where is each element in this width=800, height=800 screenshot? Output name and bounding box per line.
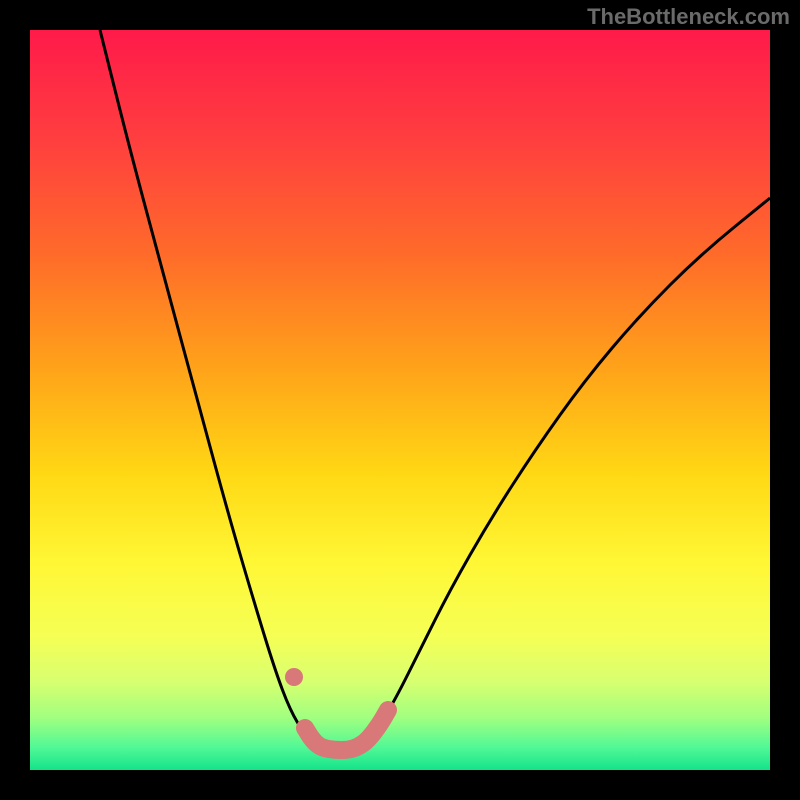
watermark-text: TheBottleneck.com bbox=[587, 4, 790, 30]
bottleneck-chart bbox=[0, 0, 800, 800]
highlight-dot bbox=[285, 668, 303, 686]
plot-background bbox=[30, 30, 770, 770]
